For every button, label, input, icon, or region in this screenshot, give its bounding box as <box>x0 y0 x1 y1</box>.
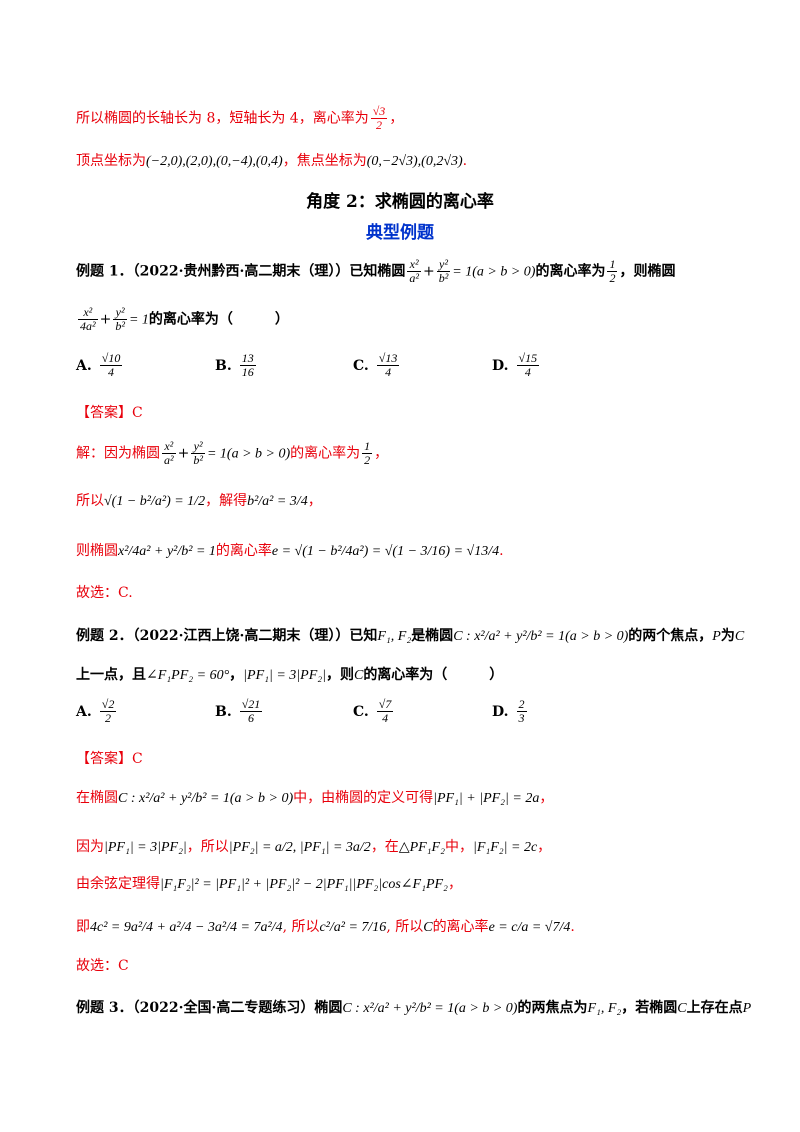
ex1-option-c: C. √13 4 <box>353 351 400 379</box>
subsection-title: 典型例题 <box>366 223 434 243</box>
ex2-question-line-2: 上一点，且∠F₁PF₂ = 60°，|PF₁| = 3|PF₂|，则C的离心率为… <box>76 667 504 683</box>
intro-line-1: 所以椭圆的长轴长为 8，短轴长为 4，离心率为 √3 2， <box>76 104 404 132</box>
ex1-answer: 【答案】C <box>76 405 143 421</box>
ex2-source: （2022·江西上饶·高二期末（理）） <box>132 628 350 644</box>
ex2-option-b: B. √21 6 <box>215 697 263 725</box>
vertex-coordinates: (−2,0),(2,0),(0,−4),(0,4) <box>146 154 283 169</box>
ex1-conclusion: 故选：C. <box>76 585 133 601</box>
ex2-option-d: D. 2 3 <box>492 697 527 725</box>
ex1-solution-line-2: 所以√(1 − b²/a²) = 1/2，解得b²/a² = 3/4， <box>76 493 322 509</box>
ex2-solution-line-2: 因为|PF₁| = 3|PF₂|，所以|PF₂| = a/2, |PF₁| = … <box>76 839 552 855</box>
ex2-option-c: C. √7 4 <box>353 697 394 725</box>
ex3-source: （2022·全国·高二专题练习） <box>132 1000 315 1016</box>
focus-coordinates: (0,−2√3),(0,2√3) <box>366 154 463 169</box>
ex2-conclusion: 故选：C <box>76 958 129 974</box>
ex3-label: 例题 3． <box>76 1000 133 1016</box>
ex1-solution-line-3: 则椭圆x²/4a² + y²/b² = 1的离心率e = √(1 − b²/4a… <box>76 543 504 559</box>
ex1-source: （2022·贵州黔西·高二期末（理）） <box>132 263 350 280</box>
ex2-solution-line-3: 由余弦定理得|F₁F₂|² = |PF₁|² + |PF₂|² − 2|PF₁|… <box>76 876 462 892</box>
ex1-option-d: D. √15 4 <box>492 351 540 379</box>
ex1-option-a: A. √10 4 <box>76 351 123 379</box>
ex3-question-line-1: 例题 3．（2022·全国·高二专题练习）椭圆C : x²/a² + y²/b²… <box>76 1000 752 1016</box>
intro-line-2: 顶点坐标为(−2,0),(2,0),(0,−4),(0,4)，焦点坐标为(0,−… <box>76 153 468 169</box>
ex1-question-line-1: 例题 1．（2022·贵州黔西·高二期末（理））已知椭圆 x² a² + y² b² = 1… <box>76 257 676 285</box>
ex2-solution-line-4: 即4c² = 9a²/4 + a²/4 − 3a²/4 = 7a²/4, 所以c… <box>76 919 575 935</box>
ex1-option-b: B. 13 16 <box>215 351 256 379</box>
ex2-option-a: A. √2 2 <box>76 697 117 725</box>
ex1-label: 例题 1． <box>76 263 133 280</box>
section-title: 角度 2：求椭圆的离心率 <box>306 192 494 212</box>
ex2-label: 例题 2． <box>76 628 133 644</box>
ex1-solution-line-1: 解：因为椭圆 x² a² + y² b² = 1(a > b > 0)的离心率为 1 2， <box>76 439 389 467</box>
intro-text: 所以椭圆的长轴长为 8，短轴长为 4，离心率为 <box>76 110 369 127</box>
ex1-question-line-2: x² 4a² + y² b² = 1的离心率为（ ） <box>78 305 289 333</box>
ex2-solution-line-1: 在椭圆C : x²/a² + y²/b² = 1(a > b > 0)中，由椭圆… <box>76 790 554 806</box>
ex2-answer: 【答案】C <box>76 751 143 767</box>
ex2-question-line-1: 例题 2．（2022·江西上饶·高二期末（理））已知F₁, F₂是椭圆C : x… <box>76 628 745 644</box>
eccentricity-fraction: √3 2 <box>370 104 388 132</box>
